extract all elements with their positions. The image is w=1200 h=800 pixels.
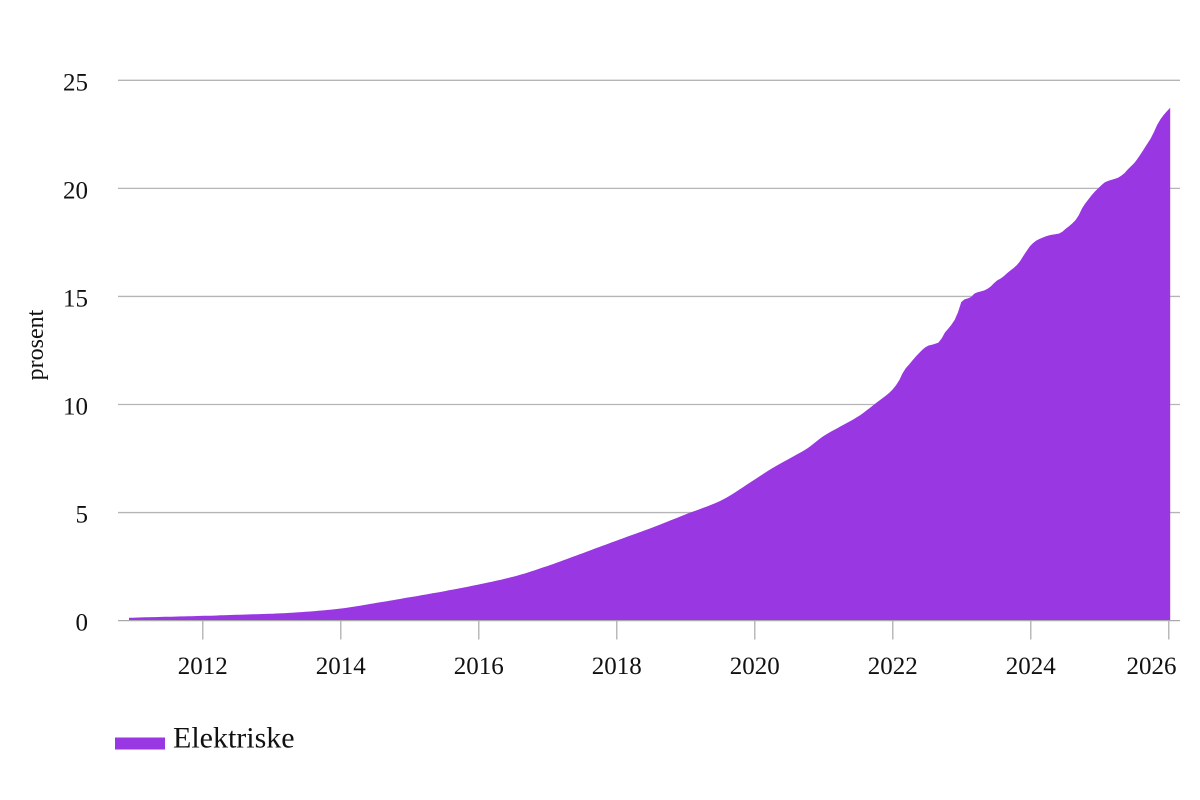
svg-text:2012: 2012 (178, 653, 228, 680)
svg-text:2020: 2020 (730, 653, 780, 680)
svg-text:0: 0 (76, 610, 89, 637)
svg-text:2022: 2022 (868, 653, 918, 680)
svg-text:20: 20 (63, 178, 88, 205)
svg-text:Elektriske: Elektriske (173, 722, 295, 755)
svg-text:25: 25 (63, 69, 88, 96)
svg-text:2016: 2016 (454, 653, 504, 680)
svg-text:10: 10 (63, 394, 88, 421)
svg-text:5: 5 (76, 502, 89, 529)
svg-text:2026: 2026 (1127, 653, 1177, 680)
svg-text:15: 15 (63, 286, 88, 313)
svg-text:2024: 2024 (1006, 653, 1057, 680)
svg-text:2014: 2014 (316, 653, 367, 680)
svg-text:2018: 2018 (592, 653, 642, 680)
svg-text:prosent: prosent (23, 309, 49, 380)
